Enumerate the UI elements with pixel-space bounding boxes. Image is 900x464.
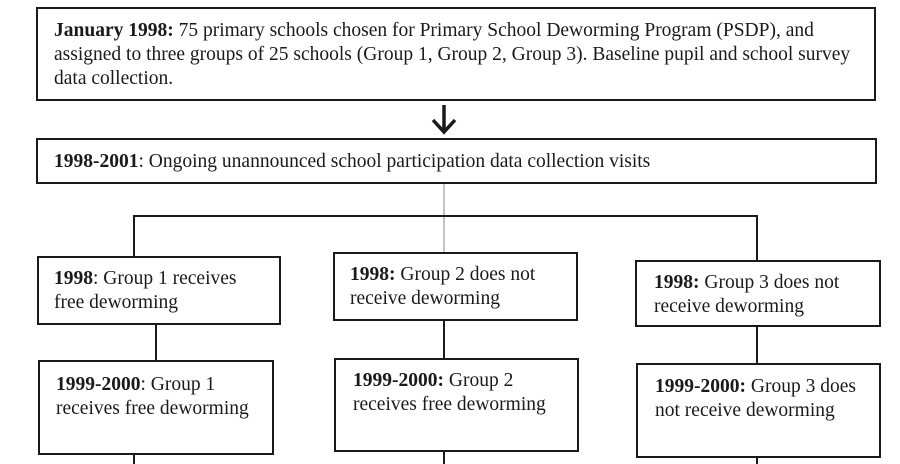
group3-1998-box: 1998: Group 3 does not receive deworming (635, 260, 881, 327)
group1-1999-label: 1999-2000 (56, 374, 141, 395)
collection-step-text: : Ongoing unannounced school participati… (138, 151, 651, 172)
group1-1999-text: : Group 1 receives free deworming (56, 374, 249, 419)
top-step-text: 75 primary schools chosen for Primary Sc… (54, 20, 851, 89)
group1-1999-box: 1999-2000: Group 1 receives free dewormi… (38, 360, 274, 455)
group3-1999-label: 1999-2000: (655, 376, 746, 397)
group3-1998-label: 1998: (654, 272, 700, 293)
group1-1998-text: : Group 1 receives free deworming (54, 268, 237, 313)
collection-step-label: 1998-2001 (54, 151, 139, 172)
group3-1998-text: Group 3 does not receive deworming (654, 272, 840, 317)
collection-step-box: 1998-2001: Ongoing unannounced school pa… (36, 138, 877, 184)
top-step-label: January 1998: (54, 20, 174, 41)
group2-1999-label: 1999-2000: (353, 370, 444, 391)
top-step-box: January 1998: 75 primary schools chosen … (36, 7, 876, 101)
group3-1999-box: 1999-2000: Group 3 does not receive dewo… (636, 363, 881, 458)
group2-1998-label: 1998: (350, 264, 396, 285)
group3-1999-text: Group 3 does not receive deworming (655, 376, 856, 421)
group1-1998-label: 1998 (54, 268, 93, 289)
group2-1999-box: 1999-2000: Group 2 receives free dewormi… (334, 358, 579, 452)
group2-1999-text: Group 2 receives free deworming (353, 370, 546, 415)
group2-1998-text: Group 2 does not receive deworming (350, 264, 536, 309)
group1-1998-box: 1998: Group 1 receives free deworming (37, 256, 281, 325)
down-arrow-icon (431, 105, 457, 135)
group2-1998-box: 1998: Group 2 does not receive deworming (333, 252, 578, 321)
